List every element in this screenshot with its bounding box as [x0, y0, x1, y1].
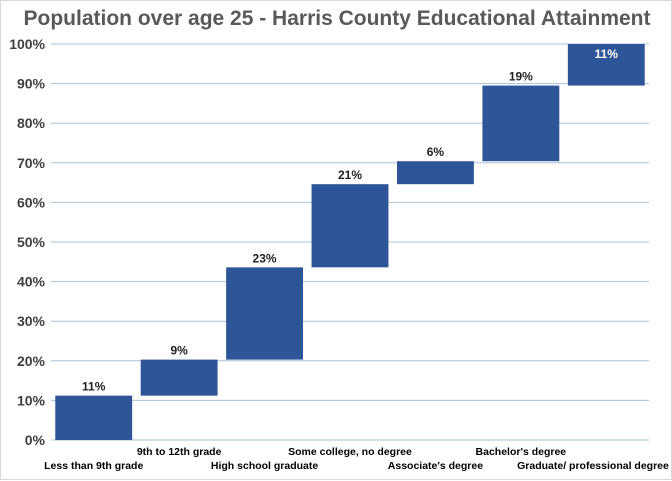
y-tick-label: 50%	[17, 234, 46, 250]
data-labels: 11% 9% 23% 21% 6% 19% 11%	[82, 47, 618, 394]
data-label: 11%	[82, 380, 106, 394]
bars	[55, 44, 645, 440]
bar	[396, 161, 474, 185]
data-label: 21%	[338, 168, 362, 182]
y-tick-label: 20%	[17, 353, 46, 369]
y-tick-label: 10%	[17, 392, 46, 408]
gridlines	[51, 43, 649, 441]
bar	[140, 359, 218, 396]
bar	[567, 44, 645, 86]
data-label: 23%	[253, 251, 277, 265]
y-tick-label: 30%	[17, 313, 46, 329]
bar	[311, 184, 389, 268]
data-label: 9%	[170, 344, 188, 358]
x-tick-label: 9th to 12th grade	[137, 446, 222, 458]
y-tick-label: 40%	[17, 274, 46, 290]
bar	[55, 395, 133, 440]
data-label: 19%	[509, 70, 533, 84]
y-tick-label: 90%	[17, 76, 46, 92]
x-tick-label: High school graduate	[211, 460, 319, 472]
y-tick-label: 100%	[9, 36, 45, 52]
data-label: 6%	[427, 145, 445, 159]
y-tick-label: 70%	[17, 155, 46, 171]
x-tick-label: Associate's degree	[388, 460, 483, 472]
y-axis-ticks: 0% 10% 20% 30% 40% 50% 60% 70% 80% 90% 100%	[9, 36, 45, 448]
data-label: 11%	[595, 47, 619, 61]
bar	[226, 267, 304, 360]
x-tick-label: Some college, no degree	[288, 446, 412, 458]
x-axis-ticks: Less than 9th grade 9th to 12th grade High…	[44, 446, 669, 472]
y-tick-label: 60%	[17, 194, 46, 210]
chart-title: Population over age 25 - Harris County E…	[23, 7, 651, 30]
x-tick-label: Less than 9th grade	[44, 460, 143, 472]
bar	[482, 85, 560, 162]
x-tick-label: Graduate/ professional degree	[517, 460, 669, 472]
y-tick-label: 0%	[25, 432, 46, 448]
x-tick-label: Bachelor's degree	[476, 446, 567, 458]
y-tick-label: 80%	[17, 115, 46, 131]
